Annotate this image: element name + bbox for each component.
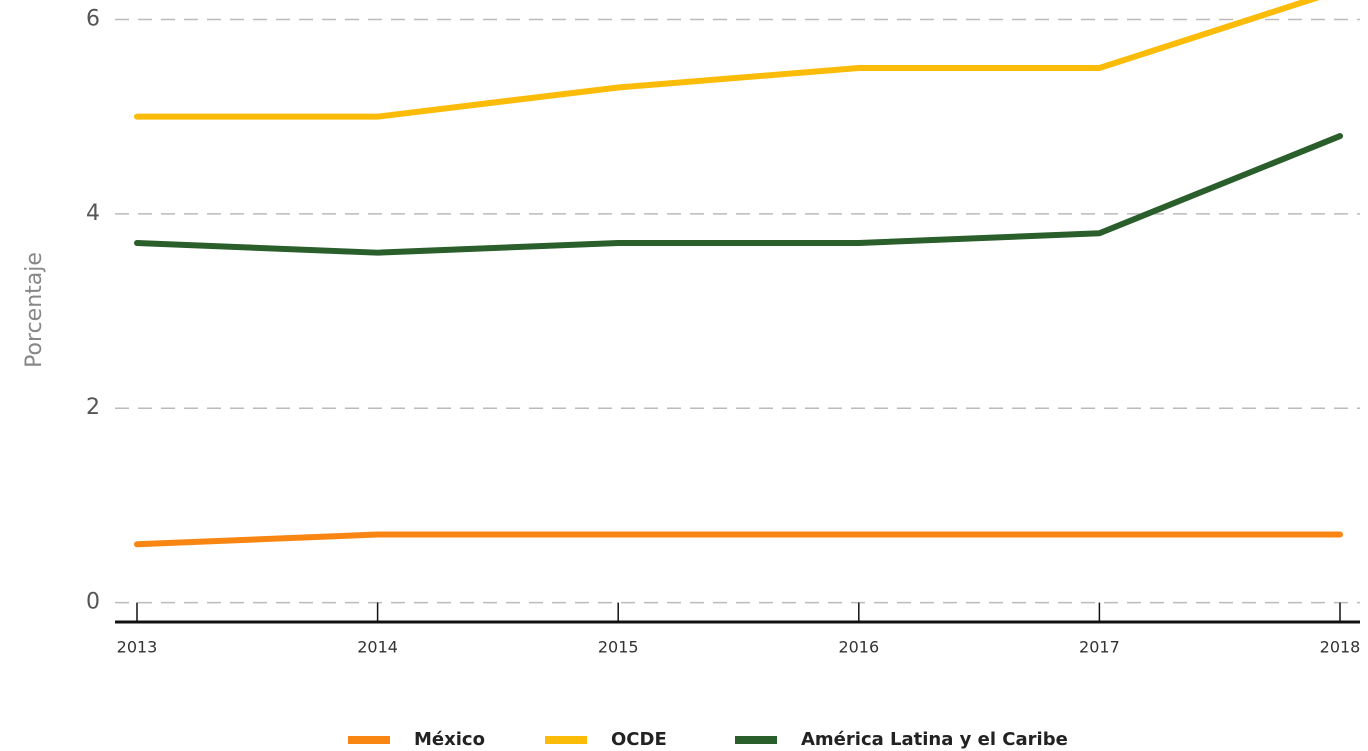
- x-tick-label: 2016: [838, 638, 879, 657]
- line-series: [134, 0, 1320, 120]
- y-tick-label: 4: [86, 201, 100, 226]
- legend-label: OCDE: [611, 729, 667, 750]
- x-tick-label: 2014: [357, 638, 398, 657]
- line-series: [134, 531, 1343, 548]
- plot-area: [134, 0, 1343, 548]
- x-tick-label: 2013: [117, 638, 158, 657]
- x-tick-label: 2018: [1320, 638, 1361, 657]
- x-tick-label: 2015: [598, 638, 639, 657]
- y-tick-label: 0: [86, 590, 100, 615]
- y-tick-label: 6: [86, 6, 100, 31]
- legend-label: América Latina y el Caribe: [801, 729, 1068, 750]
- legend-label: México: [414, 729, 485, 750]
- line-series: [134, 133, 1343, 256]
- x-tick-label: 2017: [1079, 638, 1120, 657]
- y-axis-label: Porcentaje: [22, 252, 47, 368]
- y-tick-label: 2: [86, 395, 100, 420]
